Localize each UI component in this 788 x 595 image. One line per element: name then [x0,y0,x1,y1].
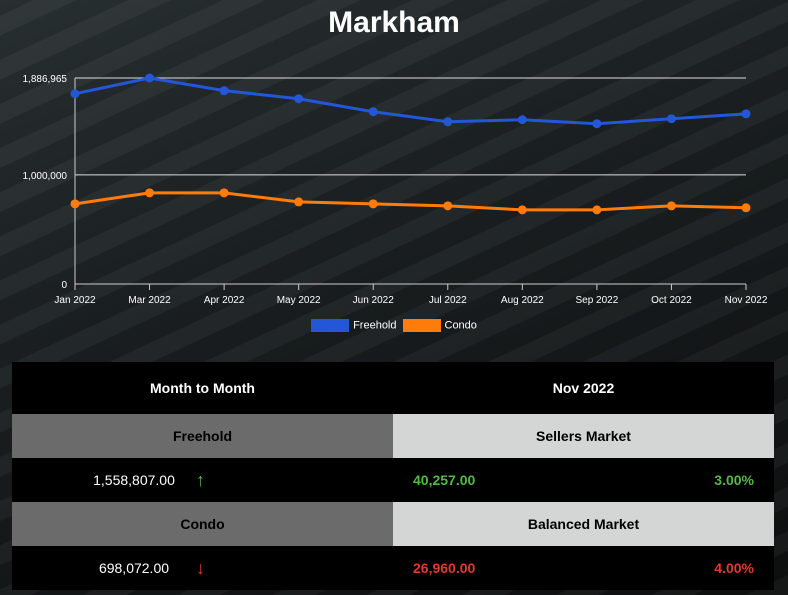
market-summary-table: Month to Month Nov 2022 Freehold Sellers… [12,362,774,590]
data-point-freehold [368,107,378,117]
header-month: Nov 2022 [393,362,774,414]
x-tick-label: Jun 2022 [353,295,395,306]
data-point-freehold [219,86,229,96]
change-percent: 3.00% [714,472,754,488]
data-point-freehold [294,94,304,104]
data-point-condo [517,205,527,215]
arrow-down-icon: ↓ [196,557,205,578]
price-value: 1,558,807.00 [93,472,175,488]
x-tick-label: May 2022 [277,295,321,306]
data-point-condo [70,199,80,209]
legend-label: Condo [444,319,477,332]
x-tick-label: Sep 2022 [575,295,618,306]
data-point-condo [219,188,229,198]
data-point-condo [368,199,378,209]
y-tick-label: 1,886,965 [23,74,68,85]
legend-swatch [311,319,350,332]
property-type: Freehold [12,414,393,458]
legend-label: Freehold [353,319,397,332]
x-tick-label: Oct 2022 [651,295,692,306]
data-point-condo [666,201,676,211]
data-point-condo [145,188,155,198]
property-type: Condo [12,502,393,546]
x-tick-label: Mar 2022 [128,295,171,306]
table-header-row: Month to Month Nov 2022 [12,362,774,414]
series-line-freehold [74,76,747,126]
x-tick-label: Aug 2022 [501,295,544,306]
change-percent: 4.00% [714,560,754,576]
data-point-condo [443,201,453,211]
page-title: Markham [328,6,460,39]
legend-item-condo[interactable]: Condo [402,319,477,332]
data-point-freehold [145,73,155,83]
change-value: 26,960.00 [413,560,476,576]
data-point-freehold [666,114,676,124]
x-tick-label: Jul 2022 [429,295,467,306]
legend-item-freehold[interactable]: Freehold [311,319,397,332]
arrow-up-icon: ↑ [196,469,205,490]
series-line-condo [74,191,747,212]
legend-swatch [402,319,441,332]
x-tick-label: Nov 2022 [725,295,768,306]
change-value: 40,257.00 [413,472,476,488]
table-row: Freehold Sellers Market [12,414,774,458]
table-row: Condo Balanced Market [12,502,774,546]
line-chart: 0 1,000,000 1,886,965 Jan 2022 Mar 2022 Apr 2… [23,73,768,306]
data-point-freehold [517,115,527,125]
table-row: 1,558,807.00 ↑ 40,257.00 3.00% [12,458,774,502]
data-point-freehold [443,117,453,127]
market-status: Balanced Market [393,502,774,546]
data-point-freehold [741,109,751,119]
market-status: Sellers Market [393,414,774,458]
data-point-condo [741,203,751,213]
y-tick-label: 1,000,000 [23,171,68,182]
data-point-freehold [592,119,602,129]
data-point-freehold [70,89,80,99]
table-row: 698,072.00 ↓ 26,960.00 4.00% [12,546,774,590]
price-value: 698,072.00 [98,560,170,576]
data-point-condo [294,197,304,207]
x-tick-label: Jan 2022 [54,295,96,306]
y-tick-label: 0 [61,280,67,291]
data-point-condo [592,205,602,215]
x-tick-label: Apr 2022 [204,295,245,306]
chart-legend: Freehold Condo [0,319,788,332]
header-month-to-month: Month to Month [12,362,393,414]
